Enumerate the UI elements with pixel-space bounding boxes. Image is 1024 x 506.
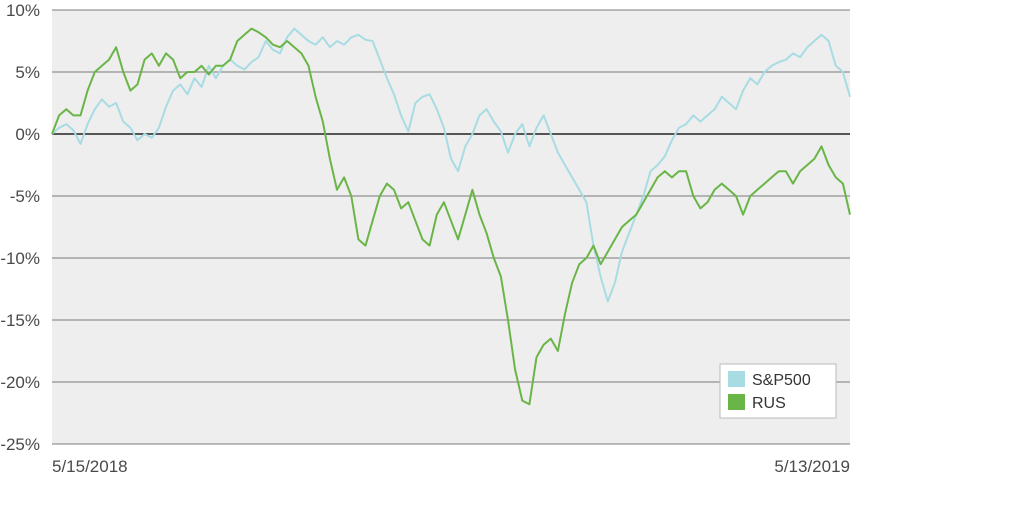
- legend-swatch-rus: [728, 394, 745, 410]
- y-tick-label: 0%: [15, 125, 40, 144]
- y-tick-label: -5%: [10, 187, 40, 206]
- y-tick-label: -20%: [0, 373, 40, 392]
- gridlines: [52, 9, 850, 445]
- legend-label-rus: RUS: [752, 395, 786, 412]
- legend-label-sp500: S&P500: [752, 372, 811, 389]
- series-line-sp500: [51, 27, 851, 303]
- y-tick-label: -10%: [0, 249, 40, 268]
- y-tick-label: -25%: [0, 435, 40, 454]
- series-lines: [51, 27, 851, 406]
- y-tick-label: 5%: [15, 63, 40, 82]
- series-line-rus: [51, 27, 851, 406]
- legend-swatch-sp500: [728, 371, 745, 387]
- y-tick-label: 10%: [6, 1, 40, 20]
- x-tick-label-start: 5/15/2018: [52, 457, 128, 476]
- y-tick-label: -15%: [0, 311, 40, 330]
- y-axis-tick-labels: 10% 5% 0% -5% -10% -15% -20% -25%: [0, 1, 40, 454]
- plot-area: [52, 10, 850, 444]
- x-tick-label-end: 5/13/2019: [774, 457, 850, 476]
- legend: S&P500 RUS: [719, 363, 837, 419]
